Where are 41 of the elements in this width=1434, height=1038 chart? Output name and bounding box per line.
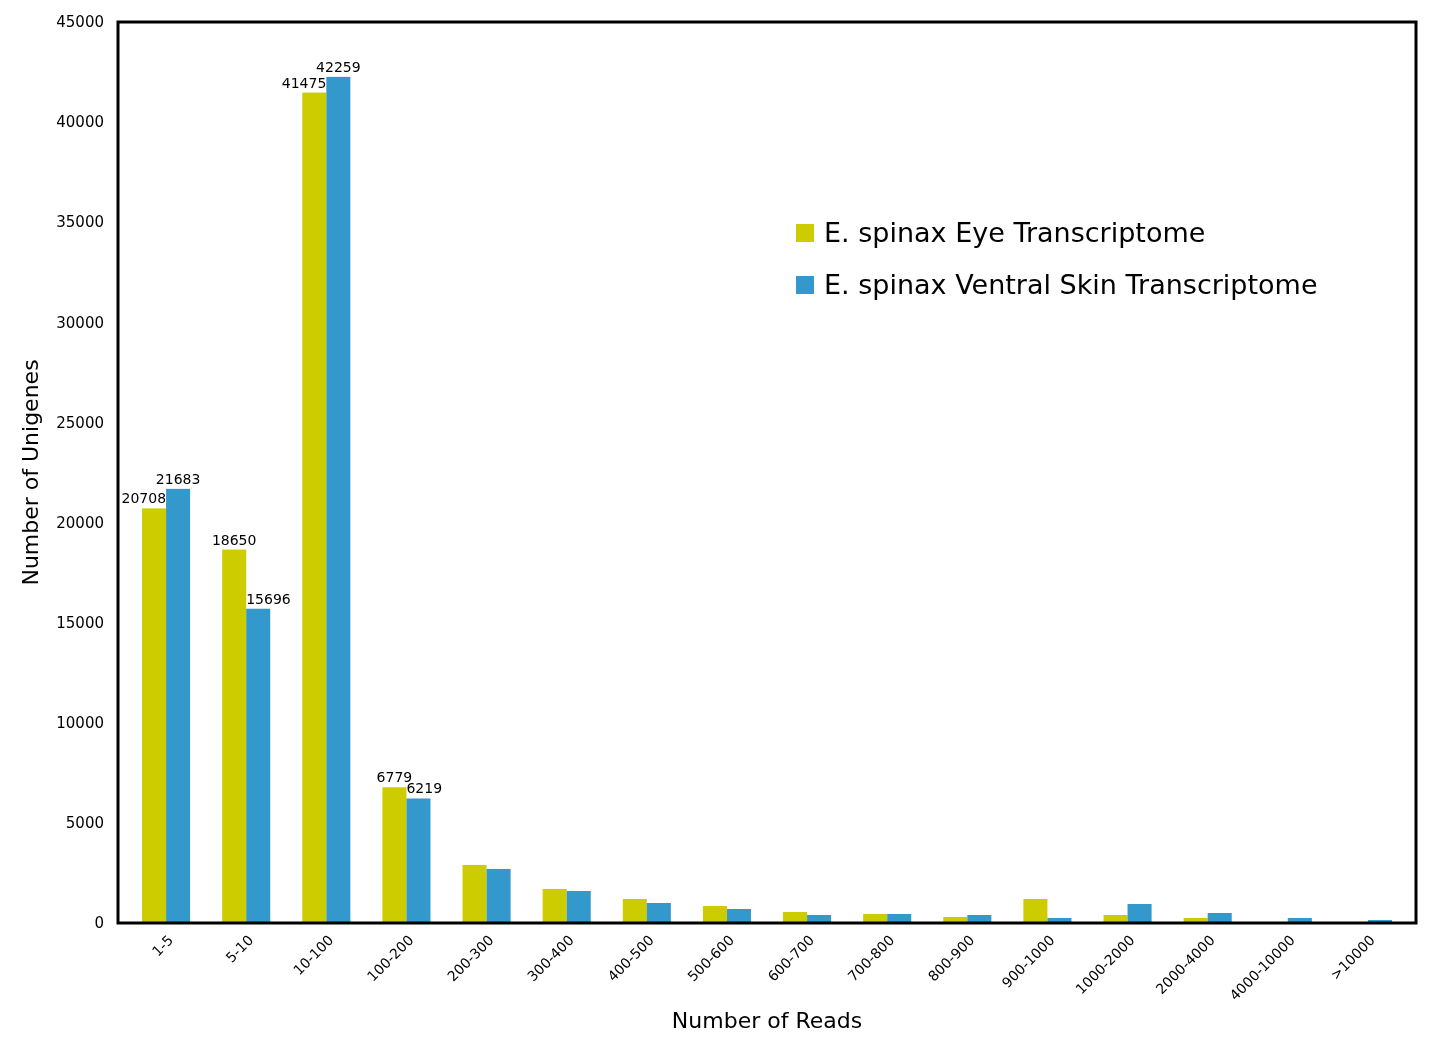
y-tick-label: 5000: [65, 814, 104, 833]
bar: [1127, 903, 1152, 923]
x-axis-title: Number of Reads: [671, 1008, 863, 1033]
bar: [486, 868, 511, 923]
y-tick-label: 25000: [56, 413, 104, 432]
bar: [142, 508, 167, 923]
bar: [302, 92, 327, 923]
y-tick-label: 15000: [56, 613, 104, 632]
bar: [726, 908, 751, 923]
bar: [702, 905, 727, 923]
bar: [406, 798, 431, 923]
legend-label: E. spinax Ventral Skin Transcriptome: [824, 269, 1318, 301]
y-tick-label: 40000: [56, 113, 104, 132]
bar: [382, 787, 407, 923]
bar: [783, 911, 808, 923]
data-label: 21683: [155, 470, 201, 487]
bar: [542, 888, 567, 923]
y-tick-label: 35000: [56, 213, 104, 232]
x-tick-label: 1-5: [148, 931, 177, 960]
legend-label: E. spinax Eye Transcriptome: [824, 217, 1206, 249]
bar: [1023, 898, 1048, 923]
bar: [1207, 912, 1232, 923]
data-label: 20708: [121, 490, 167, 507]
bar: [646, 902, 671, 923]
y-tick-label: 30000: [56, 313, 104, 332]
bar: [222, 549, 247, 923]
data-label: 41475: [281, 74, 327, 91]
bar: [326, 76, 351, 923]
data-label: 18650: [211, 531, 257, 548]
bar: [462, 864, 487, 923]
y-tick-label: 20000: [56, 513, 104, 532]
y-tick-label: 0: [94, 914, 104, 933]
bar: [622, 898, 647, 923]
bar: [246, 608, 271, 923]
bar: [166, 488, 191, 923]
y-tick-label: 10000: [56, 714, 104, 733]
y-tick-label: 45000: [56, 13, 104, 32]
data-label: 42259: [316, 58, 361, 75]
data-label: 15696: [246, 590, 291, 607]
y-axis-title: Number of Unigenes: [18, 359, 43, 586]
bar: [566, 890, 591, 923]
